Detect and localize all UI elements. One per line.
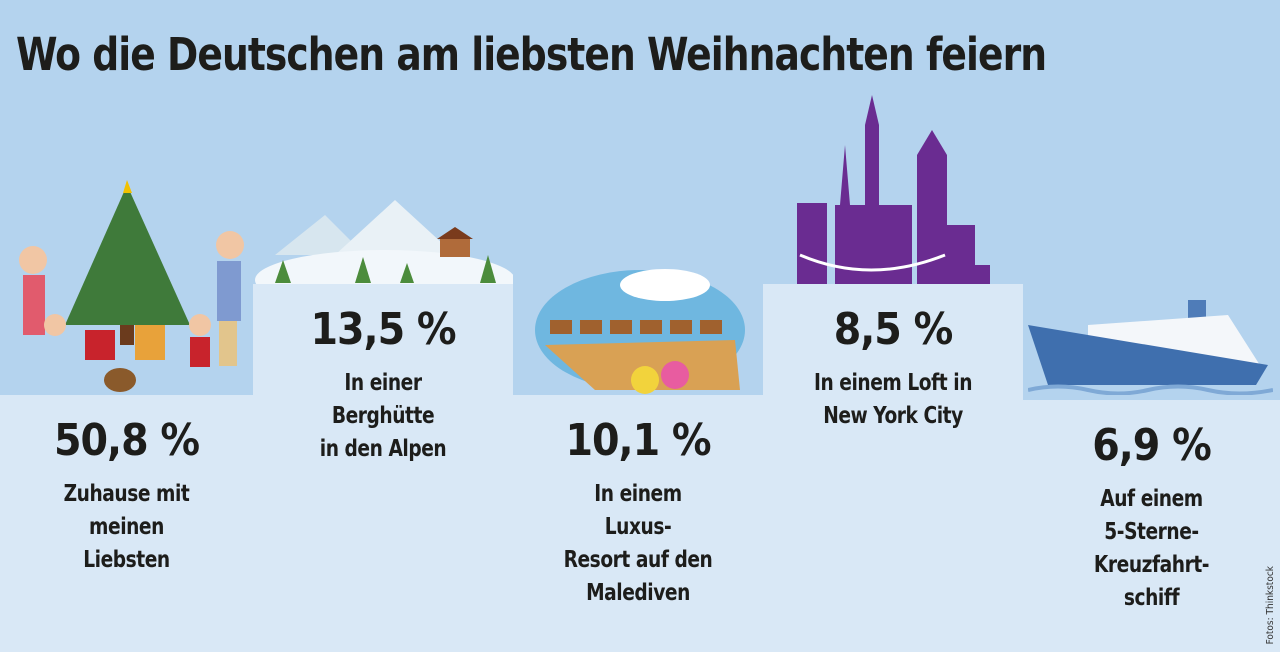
value-label: 10,1 % bbox=[565, 415, 711, 466]
bar-kreuzfahrt: 6,9 % Auf einem 5-Sterne- Kreuzfahrt-schif… bbox=[1023, 400, 1280, 652]
category-label: Zuhause mit meinen Liebsten bbox=[63, 481, 190, 573]
chart-title: Wo die Deutschen am liebsten Weihnachten… bbox=[16, 28, 1047, 81]
mountain-hut-icon bbox=[255, 200, 513, 287]
category-label: In einer Berghütte in den Alpen bbox=[319, 370, 447, 462]
bar-malediven: 10,1 % In einem Luxus- Resort auf den Maled… bbox=[513, 395, 763, 652]
category-label: In einem Luxus- Resort auf den Malediven bbox=[563, 481, 713, 606]
bar-zuhause: 50,8 % Zuhause mit meinen Liebsten bbox=[0, 395, 253, 652]
category-label: In einem Loft in New York City bbox=[813, 370, 973, 429]
bar-new-york: 8,5 % In einem Loft in New York City bbox=[763, 284, 1023, 652]
value-label: 50,8 % bbox=[53, 415, 200, 466]
family-christmas-tree-icon bbox=[19, 180, 244, 392]
value-label: 8,5 % bbox=[833, 304, 954, 355]
maldives-resort-icon bbox=[535, 269, 745, 394]
category-label: Auf einem 5-Sterne- Kreuzfahrt-schiff bbox=[1093, 486, 1210, 611]
photo-credit: Fotos: Thinkstock bbox=[1265, 565, 1276, 644]
bar-berghuette: 13,5 % In einer Berghütte in den Alpen bbox=[253, 284, 513, 652]
cruise-ship-icon bbox=[1028, 300, 1273, 395]
value-label: 13,5 % bbox=[310, 304, 456, 355]
new-york-skyline-icon bbox=[797, 95, 990, 285]
value-label: 6,9 % bbox=[1092, 420, 1212, 471]
